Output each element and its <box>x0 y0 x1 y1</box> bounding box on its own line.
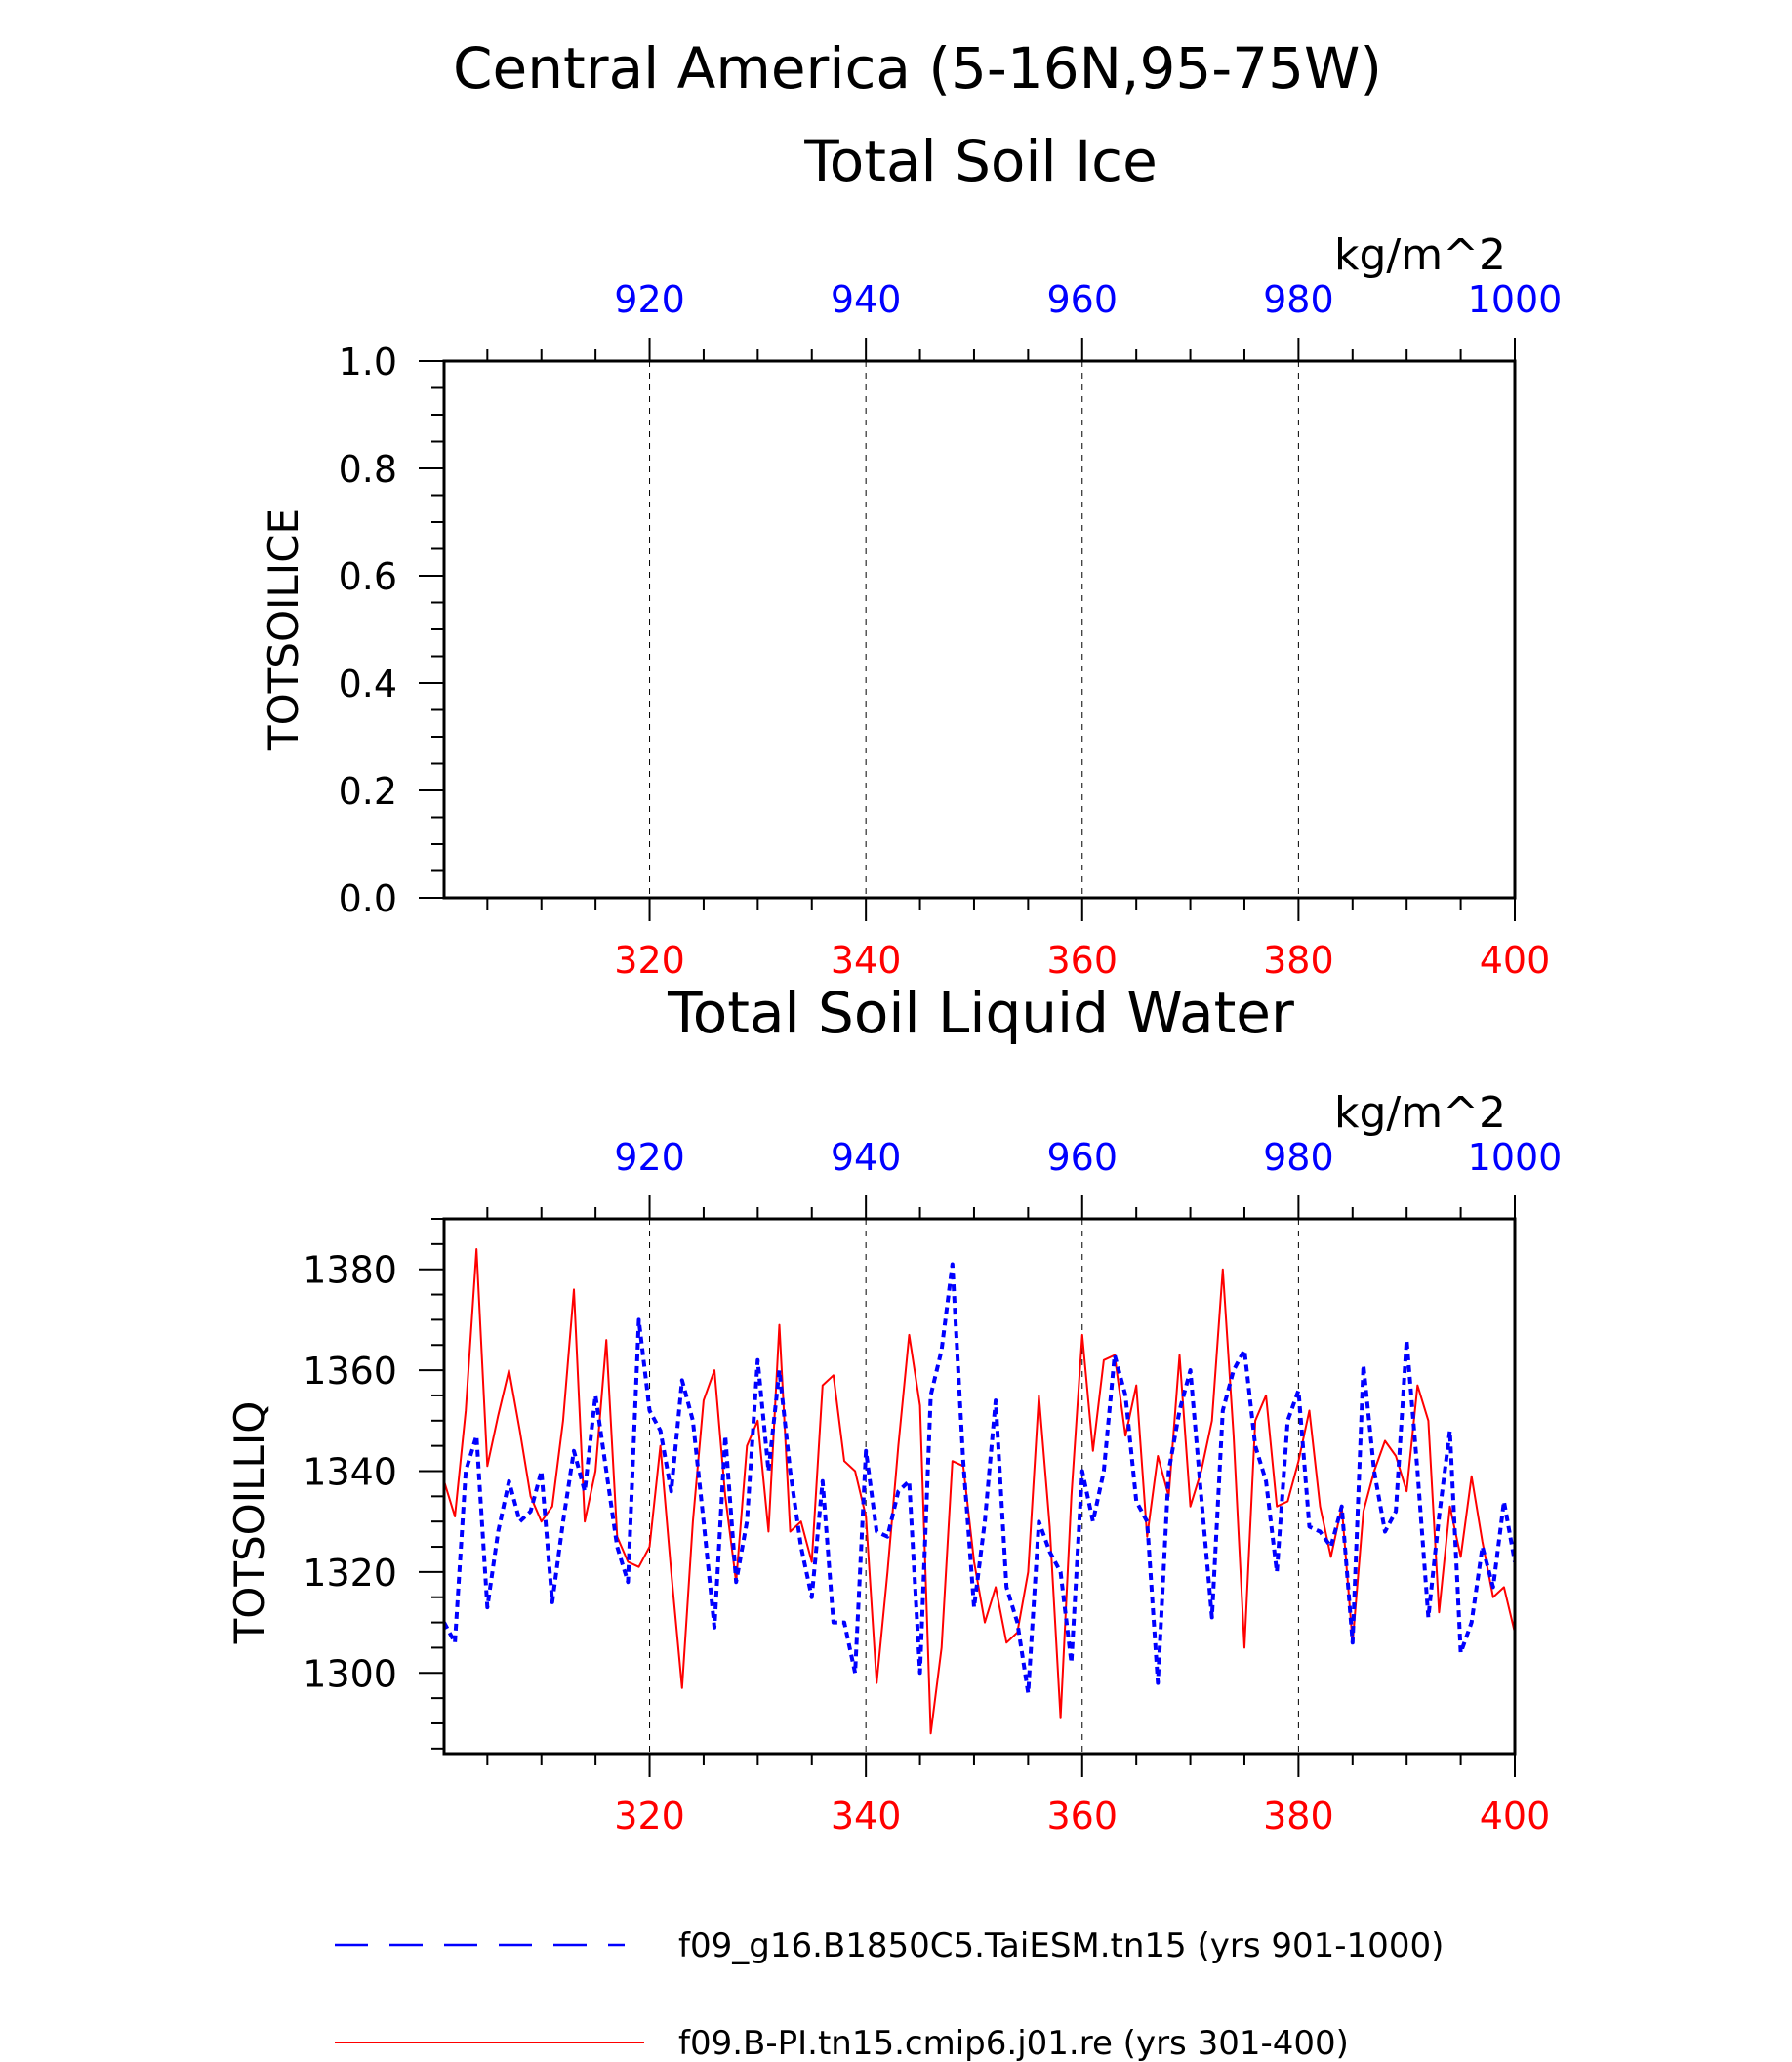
series-line-cmip6 <box>444 1248 1515 1735</box>
x-tick-label-bottom: 360 <box>1047 939 1119 982</box>
x-tick-label-bottom: 400 <box>1480 1795 1551 1838</box>
x-tick-label-top: 980 <box>1263 1136 1334 1179</box>
x-tick-label-bottom: 320 <box>614 1795 685 1838</box>
series-group <box>444 1248 1515 1735</box>
x-tick-label-bottom: 380 <box>1263 1795 1334 1838</box>
plot-frame <box>442 359 1517 900</box>
figure-title: Central America (5-16N,95-75W) <box>453 35 1382 101</box>
y-axis-label: TOTSOILICE <box>260 508 307 751</box>
y-tick-label: 1320 <box>303 1552 397 1595</box>
x-tick-label-top: 960 <box>1047 1136 1119 1179</box>
x-tick-label-bottom: 340 <box>831 1795 902 1838</box>
x-tick-label-bottom: 400 <box>1480 939 1551 982</box>
panel-title: Total Soil Liquid Water <box>667 980 1294 1046</box>
legend-label-cmip6: f09.B-PI.tn15.cmip6.j01.re (yrs 301-400) <box>678 2024 1349 2062</box>
units-label: kg/m^2 <box>1334 230 1506 280</box>
y-tick-label: 1360 <box>303 1350 397 1393</box>
y-tick-label: 1.0 <box>339 341 397 384</box>
x-tick-label-top: 940 <box>831 278 902 321</box>
series-line-taiesm <box>444 1262 1515 1695</box>
y-tick-label: 0.4 <box>339 663 397 706</box>
legend-label-taiesm: f09_g16.B1850C5.TaiESM.tn15 (yrs 901-100… <box>678 1926 1444 1965</box>
x-tick-label-top: 1000 <box>1468 278 1563 321</box>
x-tick-label-bottom: 320 <box>614 939 685 982</box>
y-tick-label: 1300 <box>303 1652 397 1695</box>
y-tick-label: 0.0 <box>339 877 397 920</box>
x-tick-label-bottom: 360 <box>1047 1795 1119 1838</box>
x-tick-label-top: 920 <box>614 1136 685 1179</box>
y-tick-label: 1380 <box>303 1249 397 1292</box>
panel-total-soil-liquid-water: Total Soil Liquid Water kg/m^2 TOTSOILLI… <box>225 980 1562 1838</box>
x-tick-label-top: 960 <box>1047 278 1119 321</box>
y-tick-label: 0.8 <box>339 448 397 491</box>
y-tick-label: 0.2 <box>339 770 397 813</box>
x-tick-label-top: 920 <box>614 278 685 321</box>
y-tick-label: 0.6 <box>339 555 397 598</box>
x-tick-label-bottom: 340 <box>831 939 902 982</box>
units-label: kg/m^2 <box>1334 1088 1506 1138</box>
legend: f09_g16.B1850C5.TaiESM.tn15 (yrs 901-100… <box>335 1926 1444 2062</box>
x-tick-label-top: 1000 <box>1468 1136 1563 1179</box>
y-axis-label: TOTSOILLIQ <box>225 1401 273 1645</box>
plot-frame <box>442 1217 1517 1756</box>
panel-total-soil-ice: Total Soil Ice kg/m^2 TOTSOILICE 320 340 3… <box>260 128 1562 982</box>
panel-title: Total Soil Ice <box>803 128 1158 194</box>
x-tick-label-top: 940 <box>831 1136 902 1179</box>
x-tick-label-bottom: 380 <box>1263 939 1334 982</box>
y-tick-label: 1340 <box>303 1450 397 1493</box>
x-tick-label-top: 980 <box>1263 278 1334 321</box>
